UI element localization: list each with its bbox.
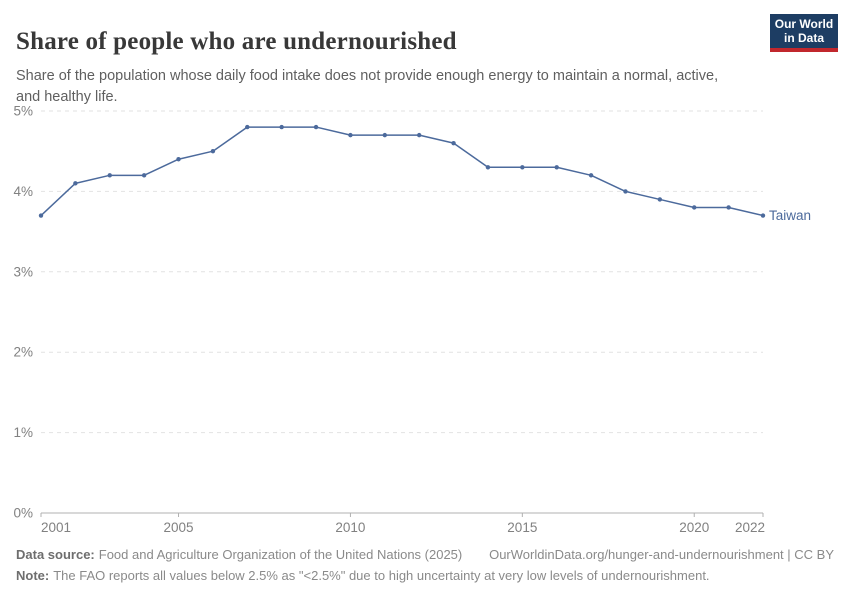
data-point-2009[interactable] [313,124,319,130]
y-tick-label: 1% [13,425,33,440]
data-point-2021[interactable] [726,205,731,210]
data-point-2011[interactable] [382,132,388,138]
data-point-2017[interactable] [588,173,594,178]
owid-logo-line1: Our World [774,17,834,31]
data-point-2001[interactable] [38,213,44,218]
x-tick-label: 2001 [41,520,71,535]
owid-logo[interactable]: Our World in Data [770,14,838,52]
y-tick-label: 5% [13,104,33,119]
series-line-taiwan [40,126,764,217]
note-text: The FAO reports all values below 2.5% as… [53,568,710,583]
owid-logo-line2: in Data [783,31,824,45]
x-tick-label: 2022 [735,520,765,535]
data-point-2012[interactable] [416,132,422,138]
y-tick-label: 0% [13,506,33,521]
data-source-label: Data source: [16,547,95,562]
owid-url-license: OurWorldinData.org/hunger-and-undernouri… [489,547,834,562]
data-point-2014[interactable] [485,165,491,170]
footer-sources-row: Data source: Food and Agriculture Organiz… [16,547,834,562]
data-point-2013[interactable] [451,140,456,146]
y-tick-label: 4% [13,184,33,199]
series-label-taiwan[interactable]: Taiwan [769,208,811,223]
data-point-2015[interactable] [520,165,525,170]
data-point-2020[interactable] [692,205,697,210]
data-point-2008[interactable] [279,124,284,130]
data-source-text: Data source: Food and Agriculture Organiz… [16,547,463,562]
data-point-2007[interactable] [245,124,250,130]
note-label: Note: [16,568,50,583]
footer-note-row: Note: The FAO reports all values below 2.… [16,568,834,583]
data-point-2018[interactable] [623,189,628,194]
x-tick-label: 2020 [679,520,709,535]
y-tick-label: 3% [13,264,33,279]
data-point-2002[interactable] [73,181,78,186]
data-point-2010[interactable] [348,132,353,138]
data-point-2003[interactable] [107,173,112,178]
data-point-2005[interactable] [176,157,181,162]
y-tick-label: 2% [13,345,33,360]
data-point-2004[interactable] [141,173,147,178]
data-point-2016[interactable] [554,165,559,170]
x-tick-label: 2010 [335,520,365,535]
x-tick-label: 2005 [164,520,194,535]
chart-subtitle: Share of the population whose daily food… [16,67,719,105]
data-point-2006[interactable] [210,149,216,154]
page-title: Share of people who are undernourished [16,27,457,55]
data-point-2022[interactable] [760,213,766,218]
data-point-2019[interactable] [657,197,663,202]
x-tick-label: 2015 [507,520,537,535]
